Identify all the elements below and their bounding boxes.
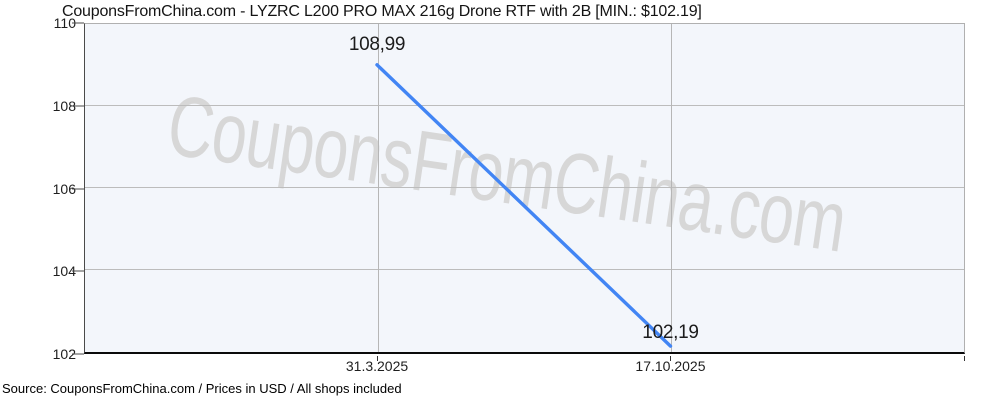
h-gridline-106 <box>85 187 964 188</box>
x-tick <box>377 356 379 361</box>
y-axis-ticks <box>72 22 84 355</box>
y-tick <box>72 270 84 272</box>
x-axis-labels: 31.3.2025 17.10.2025 <box>84 358 965 376</box>
price-line-layer <box>375 63 673 348</box>
x-axis-ticks <box>84 356 965 362</box>
plot-area: CouponsFromChina.com <box>84 23 965 354</box>
price-line <box>375 63 673 348</box>
y-tick-label-104: 104 <box>52 263 76 280</box>
y-tick-label-106: 106 <box>52 180 76 197</box>
y-tick-label-108: 108 <box>52 97 76 114</box>
y-tick <box>72 188 84 189</box>
x-axis-end-tick <box>964 356 965 361</box>
x-tick-label-first-date: 31.3.2025 <box>345 358 409 374</box>
chart-title: CouponsFromChina.com - LYZRC L200 PRO MA… <box>62 3 702 20</box>
y-tick-label-110: 110 <box>53 15 76 31</box>
h-gridline-104 <box>85 269 964 270</box>
footer-source-text: Source: CouponsFromChina.com / Prices in… <box>2 381 402 396</box>
y-tick-label-102: 102 <box>52 346 76 362</box>
v-gridline-second-date <box>671 24 673 352</box>
x-tick <box>670 356 672 361</box>
y-tick <box>72 22 84 24</box>
y-axis-labels: 110 108 106 104 102 <box>0 16 76 361</box>
y-tick <box>72 353 84 355</box>
x-tick-label-second-date: 17.10.2025 <box>635 358 706 374</box>
v-gridline-first-date <box>378 24 380 352</box>
y-tick <box>72 105 84 107</box>
h-gridline-108 <box>85 105 964 106</box>
